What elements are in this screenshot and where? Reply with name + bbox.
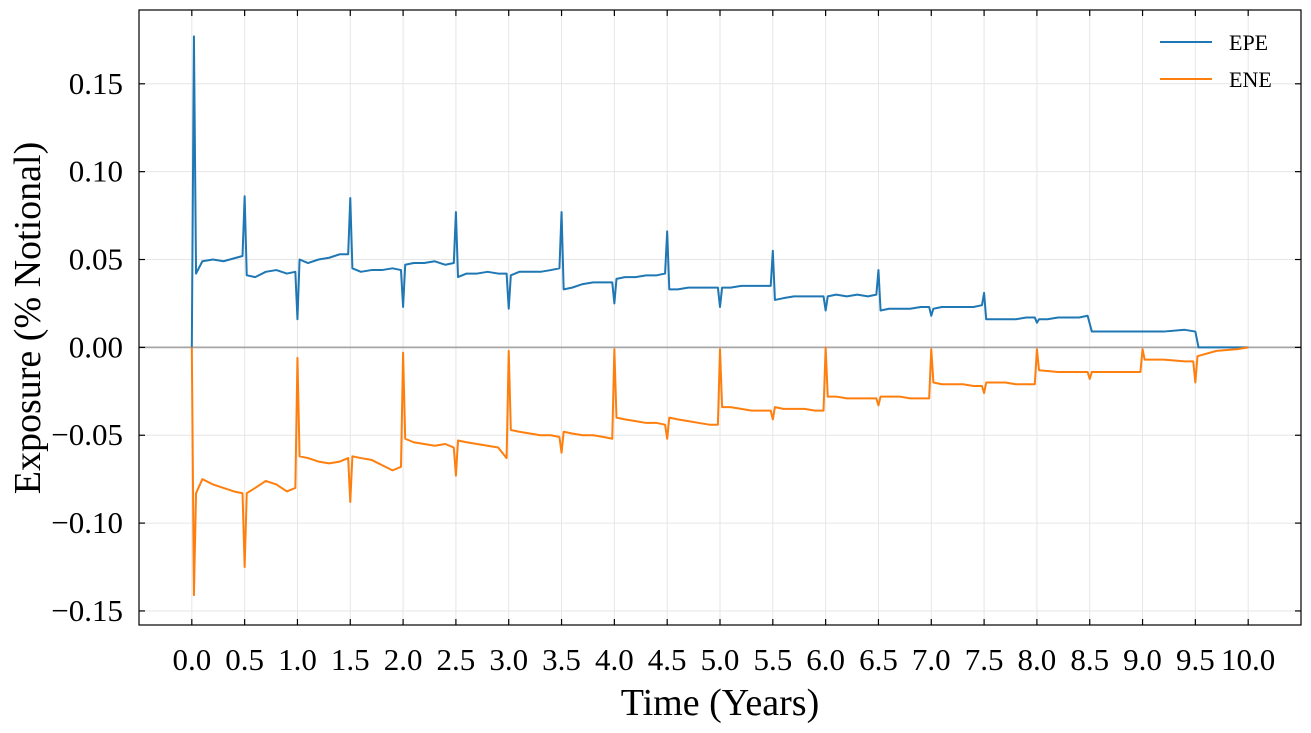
x-tick-label: 8.5	[1070, 642, 1109, 677]
x-tick-label: 0.0	[172, 642, 211, 677]
x-tick-label: 2.0	[384, 642, 423, 677]
x-tick-label: 7.5	[965, 642, 1004, 677]
y-tick-label: −0.10	[51, 505, 123, 540]
legend-label-epe: EPE	[1229, 30, 1268, 55]
x-tick-label: 2.5	[437, 642, 476, 677]
y-tick-label: −0.15	[51, 593, 123, 628]
y-tick-label: −0.05	[51, 417, 123, 452]
x-tick-label: 9.5	[1176, 642, 1215, 677]
series-line-epe	[190, 35, 1249, 349]
x-tick-label: 6.5	[859, 642, 898, 677]
x-tick-label: 4.5	[648, 642, 687, 677]
x-tick-label: 9.0	[1123, 642, 1162, 677]
x-tick-label: 0.5	[225, 642, 264, 677]
x-tick-label: 8.0	[1018, 642, 1057, 677]
x-tick-label: 5.5	[753, 642, 792, 677]
x-tick-label: 5.0	[701, 642, 740, 677]
axis-ticks: 0.0 0.5 1.0 1.5 2.0 2.5 3.0 3.5 4.0 4.5 5.0 5.5 6.0 6…	[51, 10, 1301, 677]
x-tick-label: 4.0	[595, 642, 634, 677]
x-tick-label: 3.5	[542, 642, 581, 677]
x-tick-label: 7.0	[912, 642, 951, 677]
x-tick-label: 1.5	[331, 642, 370, 677]
x-tick-label: 1.0	[278, 642, 317, 677]
x-tick-label: 3.0	[489, 642, 528, 677]
x-axis-title: Time (Years)	[621, 682, 819, 724]
y-axis-title: Exposure (% Notional)	[7, 142, 49, 494]
x-tick-label: 10.0	[1221, 642, 1275, 677]
legend: EPE ENE	[1160, 30, 1272, 92]
series-line-ene	[190, 346, 1249, 597]
y-tick-label: 0.10	[69, 154, 123, 189]
legend-label-ene: ENE	[1229, 67, 1272, 92]
y-tick-label: 0.15	[69, 66, 123, 101]
series-lines	[190, 35, 1249, 597]
grid	[139, 10, 1301, 625]
y-tick-label: 0.05	[69, 242, 123, 277]
x-tick-label: 6.0	[806, 642, 845, 677]
y-tick-label: 0.00	[69, 329, 123, 364]
